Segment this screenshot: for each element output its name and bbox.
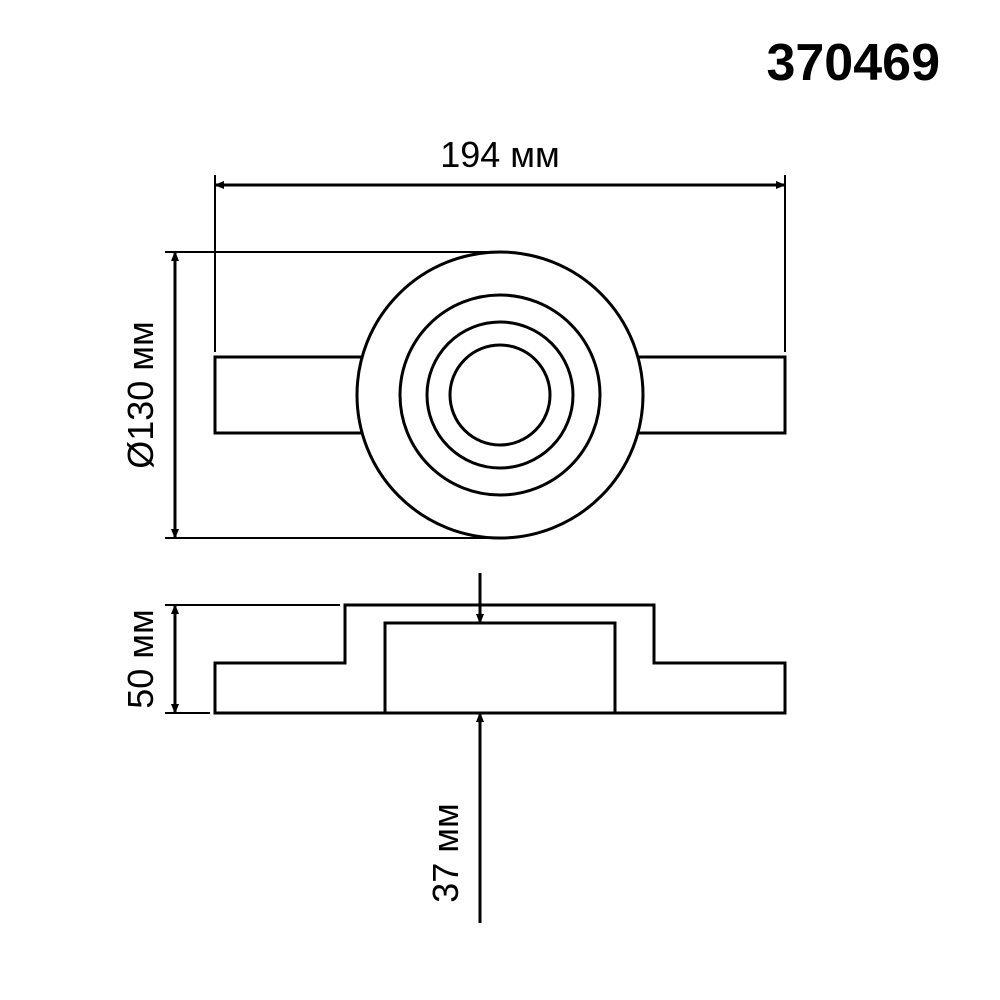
dim-height-label: 50 мм: [120, 609, 161, 709]
dim-height: 50 мм: [120, 605, 340, 713]
side-view: [215, 605, 785, 713]
dim-diameter-label: Ø130 мм: [120, 321, 161, 469]
dim-recess-label: 37 мм: [425, 803, 466, 903]
dim-width-label: 194 мм: [440, 134, 560, 175]
dim-recess: 37 мм: [385, 573, 510, 923]
part-number: 370469: [766, 34, 940, 92]
top-view: [215, 252, 785, 538]
